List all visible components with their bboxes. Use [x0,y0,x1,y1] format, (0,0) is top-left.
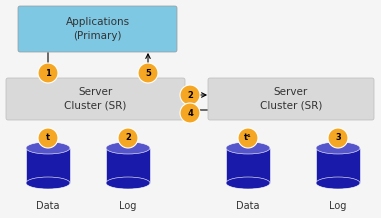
Text: 2: 2 [187,90,193,99]
Circle shape [180,85,200,105]
Text: Data: Data [36,201,60,211]
Bar [316,148,360,183]
Ellipse shape [26,177,70,189]
Circle shape [118,128,138,148]
Text: Server
Cluster (SR): Server Cluster (SR) [64,87,127,111]
Text: t¹: t¹ [244,133,252,143]
Text: 3: 3 [335,133,341,143]
Ellipse shape [226,142,270,154]
Bar [106,148,150,183]
FancyBboxPatch shape [18,6,177,52]
Ellipse shape [106,142,150,154]
Circle shape [328,128,348,148]
Circle shape [138,63,158,83]
Text: t: t [46,133,50,143]
FancyBboxPatch shape [208,78,374,120]
Text: Log: Log [119,201,137,211]
Text: Data: Data [236,201,260,211]
Text: 4: 4 [187,109,193,118]
Circle shape [38,63,58,83]
Text: 5: 5 [145,68,151,78]
Ellipse shape [226,177,270,189]
Text: Applications
(Primary): Applications (Primary) [66,17,130,41]
FancyBboxPatch shape [6,78,185,120]
Circle shape [238,128,258,148]
Ellipse shape [316,142,360,154]
Ellipse shape [26,142,70,154]
Text: Server
Cluster (SR): Server Cluster (SR) [260,87,322,111]
Circle shape [180,103,200,123]
Ellipse shape [316,177,360,189]
Bar [26,148,70,183]
Bar [226,148,270,183]
Text: 2: 2 [125,133,131,143]
Text: 1: 1 [45,68,51,78]
Circle shape [38,128,58,148]
Ellipse shape [106,177,150,189]
Text: Log: Log [329,201,347,211]
